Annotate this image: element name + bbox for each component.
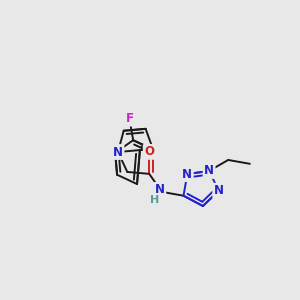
Text: N: N	[113, 146, 123, 158]
Text: N: N	[204, 164, 214, 178]
Text: F: F	[125, 112, 134, 125]
Text: H: H	[150, 195, 160, 205]
Text: N: N	[182, 167, 192, 181]
Text: N: N	[155, 183, 165, 196]
Text: O: O	[144, 146, 154, 158]
Text: N: N	[214, 184, 224, 197]
